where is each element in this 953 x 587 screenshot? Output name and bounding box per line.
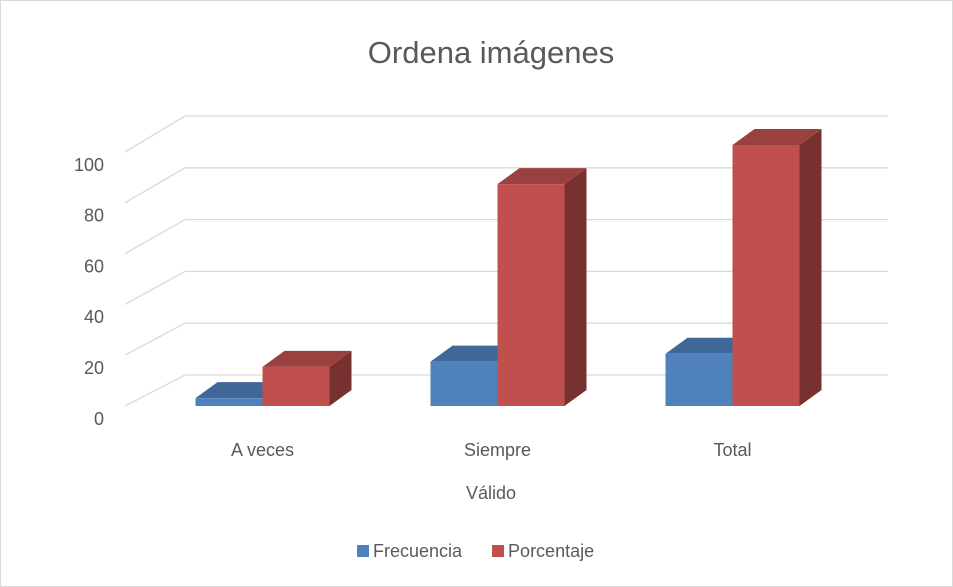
bar-front bbox=[195, 398, 263, 406]
grid-line bbox=[124, 374, 888, 407]
bar-side bbox=[564, 168, 587, 406]
bar-front bbox=[262, 366, 330, 406]
x-axis-title: Válido bbox=[466, 483, 516, 503]
bar-front bbox=[732, 145, 800, 406]
x-tick-label: Siempre bbox=[464, 440, 531, 460]
x-tick-label: A veces bbox=[231, 440, 294, 460]
grid-line bbox=[124, 167, 888, 204]
grid-line bbox=[124, 270, 888, 305]
y-tick-label: 80 bbox=[84, 206, 104, 226]
bar-top bbox=[195, 382, 285, 399]
y-tick-label: 0 bbox=[94, 409, 104, 429]
bar-front bbox=[430, 361, 498, 406]
legend-swatch bbox=[357, 545, 369, 557]
legend-swatch bbox=[492, 545, 505, 557]
bar-top bbox=[430, 345, 520, 362]
grid-line bbox=[124, 322, 888, 356]
grid-line bbox=[124, 218, 888, 255]
legend-label: Frecuencia bbox=[373, 541, 463, 561]
bar-top bbox=[732, 129, 822, 145]
chart-title: Ordena imágenes bbox=[368, 35, 614, 70]
bar bbox=[497, 168, 587, 406]
bar bbox=[262, 350, 352, 406]
y-tick-label: 20 bbox=[84, 358, 104, 378]
bar-top bbox=[497, 168, 587, 185]
bar-front bbox=[497, 184, 565, 406]
bar-side bbox=[329, 350, 352, 406]
y-tick-label: 40 bbox=[84, 307, 104, 327]
y-tick-label: 60 bbox=[84, 256, 104, 276]
grid-line bbox=[124, 115, 888, 153]
bar-top bbox=[262, 350, 352, 367]
legend-label: Porcentaje bbox=[508, 541, 594, 561]
bar-side bbox=[799, 129, 822, 406]
bar-front bbox=[665, 353, 733, 406]
bar bbox=[732, 129, 822, 406]
y-tick-label: 100 bbox=[74, 155, 104, 175]
x-tick-label: Total bbox=[713, 440, 751, 460]
bar-top bbox=[665, 337, 755, 354]
